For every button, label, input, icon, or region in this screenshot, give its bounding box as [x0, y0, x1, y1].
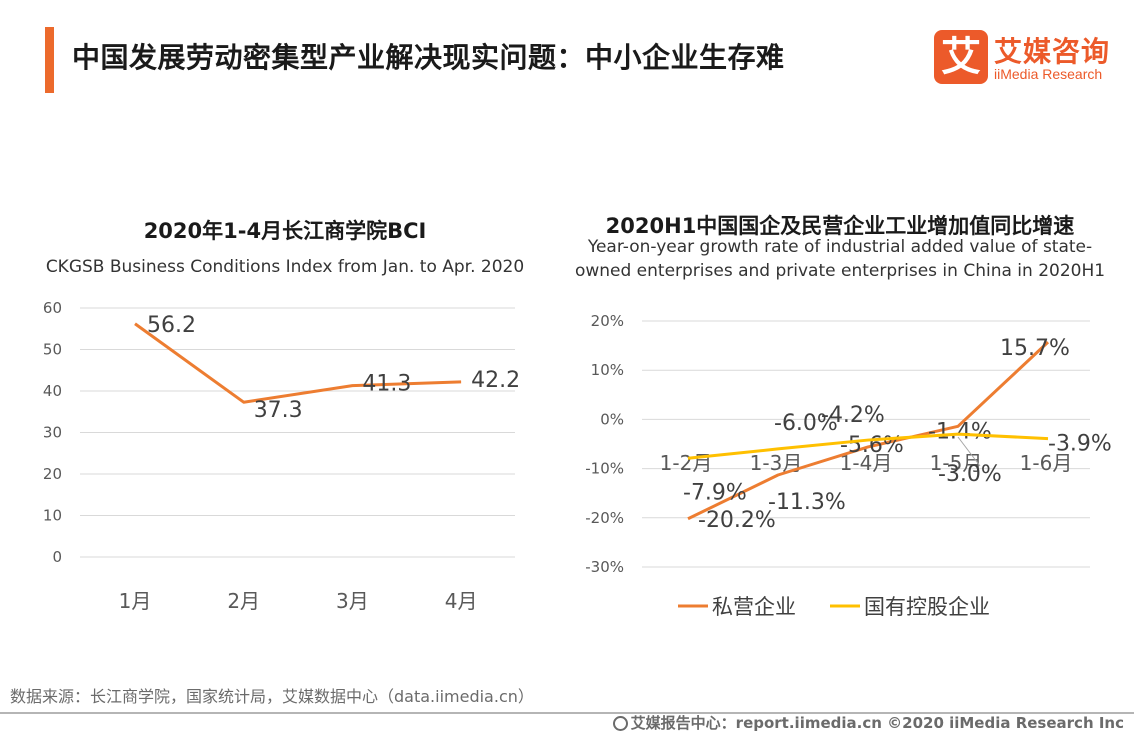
chart2-data-label: -5.6% [840, 433, 904, 458]
chart1-subtitle: CKGSB Business Conditions Index from Jan… [45, 257, 525, 277]
chart1-data-label: 41.3 [362, 372, 411, 397]
logo-english-name: iiMedia Research [994, 66, 1103, 82]
chart2-data-label: 15.7% [1000, 336, 1070, 361]
footer-divider [0, 712, 1134, 714]
chart1-data-label: 42.2 [471, 368, 520, 393]
chart2-subtitle-line1: Year-on-year growth rate of industrial a… [587, 237, 1093, 257]
chart2-data-label: -11.3% [768, 490, 846, 515]
chart2-y-tick: 10% [591, 361, 624, 379]
chart2-data-label: -3.0% [938, 462, 1002, 487]
chart1-y-tick: 40 [43, 382, 62, 400]
chart2-y-tick: -10% [585, 460, 624, 478]
chart2-y-tick: -20% [585, 509, 624, 527]
chart2-legend-label: 国有控股企业 [864, 595, 990, 619]
chart1-x-tick: 1月 [119, 589, 152, 613]
page-title: 中国发展劳动密集型产业解决现实问题：中小企业生存难 [72, 41, 785, 74]
chart1-x-tick: 4月 [445, 589, 478, 613]
chart1-x-tick: 2月 [227, 589, 260, 613]
logo-mark-icon: 艾 [934, 30, 988, 84]
chart1-data-label: 37.3 [254, 398, 303, 423]
chart1-y-tick: 30 [43, 424, 62, 442]
chart2-x-tick: 1-4月 [840, 451, 893, 475]
chart2-data-label: -4.2% [821, 403, 885, 428]
chart1-y-tick: 10 [43, 507, 62, 525]
chart1-y-tick: 60 [43, 299, 62, 317]
chart2-x-tick: 1-2月 [660, 451, 713, 475]
chart1-series-line [134, 322, 462, 404]
chart2-data-label: -7.9% [683, 480, 747, 505]
chart2-legend-label: 私营企业 [712, 595, 796, 619]
chart2-data-label: -1.4% [928, 419, 992, 444]
chart1-x-tick: 3月 [336, 589, 369, 613]
chart2-title: 2020H1中国国企及民营企业工业增加值同比增速 [605, 214, 1075, 238]
chart2-y-tick: 0% [600, 410, 624, 428]
chart1-y-tick: 0 [52, 548, 62, 566]
globe-icon [612, 716, 628, 731]
chart2-data-label: -3.9% [1048, 432, 1112, 457]
chart2-y-tick: 20% [591, 312, 624, 330]
chart2-x-tick: 1-6月 [1020, 451, 1073, 475]
chart1-data-label: 56.2 [147, 313, 196, 338]
chart2-subtitle-line2: owned enterprises and private enterprise… [574, 261, 1106, 281]
chart1-y-tick: 20 [43, 465, 62, 483]
iimedia-logo: 艾 艾媒咨询 iiMedia Research [934, 30, 1124, 86]
chart1-title: 2020年1-4月长江商学院BCI [143, 219, 427, 243]
chart1-y-tick: 50 [43, 341, 62, 359]
footer-credit: 艾媒报告中心：report.iimedia.cn ©2020 iiMedia R… [612, 712, 1124, 733]
chart2-data-label: -6.0% [774, 411, 838, 436]
title-accent-bar [45, 27, 54, 93]
footer-text: 艾媒报告中心：report.iimedia.cn ©2020 iiMedia R… [630, 714, 1124, 732]
chart2-leader-line [957, 436, 981, 467]
logo-chinese-name: 艾媒咨询 [994, 35, 1111, 68]
chart2-x-tick: 1-5月 [930, 451, 983, 475]
chart2-y-tick: -30% [585, 558, 624, 576]
data-source: 数据来源：长江商学院，国家统计局，艾媒数据中心（data.iimedia.cn） [10, 687, 534, 706]
chart2-data-label: -20.2% [698, 508, 776, 533]
